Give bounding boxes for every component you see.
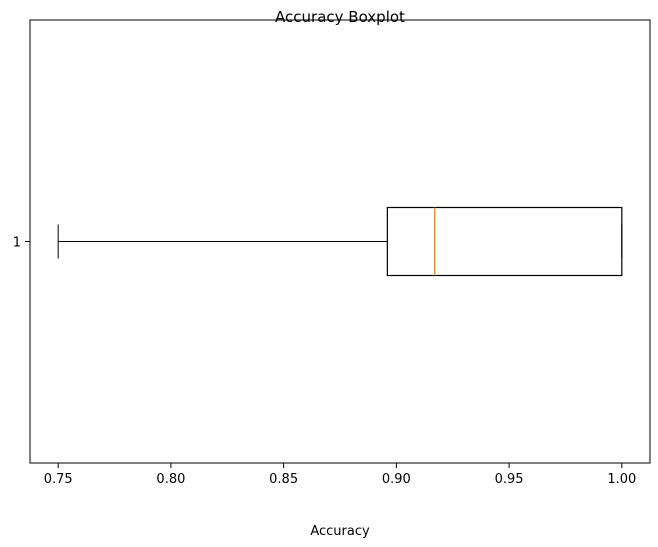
x-tick-label: 0.95 — [495, 472, 524, 487]
chart-title: Accuracy Boxplot — [275, 8, 405, 26]
y-tick-label: 1 — [13, 236, 21, 251]
x-tick-label: 1.00 — [607, 472, 636, 487]
box-iqr — [386, 206, 623, 277]
x-tick-label: 0.80 — [156, 472, 185, 487]
x-axis-title: Accuracy — [310, 524, 370, 539]
x-axis: 0.75 0.80 0.85 0.90 0.95 1.00 — [44, 463, 636, 487]
plot-area — [57, 206, 623, 277]
x-tick-label: 0.85 — [269, 472, 298, 487]
y-axis: 1 — [13, 236, 30, 251]
x-tick-label: 0.75 — [44, 472, 73, 487]
x-tick-label: 0.90 — [382, 472, 411, 487]
